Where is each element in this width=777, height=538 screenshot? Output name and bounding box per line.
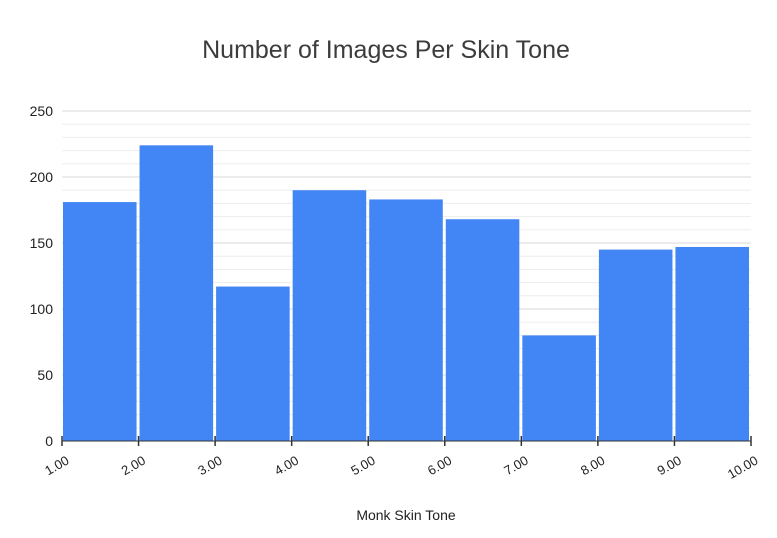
x-axis-label: Monk Skin Tone — [356, 507, 456, 523]
x-axis-ticks: 1.00 2.00 3.00 4.00 5.00 6.00 7.00 8.00 9.00 10.0… — [42, 436, 761, 482]
bar — [675, 246, 749, 441]
y-axis-ticks: 0 50 100 150 200 250 — [30, 103, 54, 449]
x-tick-label: 7.00 — [501, 453, 530, 479]
chart-title: Number of Images Per Skin Tone — [202, 36, 570, 64]
bar — [216, 286, 290, 441]
bar — [445, 219, 520, 441]
y-tick-label: 200 — [30, 169, 54, 185]
y-tick-label: 150 — [30, 235, 54, 251]
bar — [598, 249, 673, 441]
x-tick-label: 10.00 — [725, 453, 761, 482]
y-tick-label: 50 — [37, 367, 53, 383]
y-tick-label: 250 — [30, 103, 54, 119]
x-tick-label: 3.00 — [195, 453, 224, 479]
x-tick-label: 1.00 — [42, 453, 71, 479]
x-tick-label: 6.00 — [425, 453, 454, 479]
bar — [63, 202, 137, 441]
y-tick-label: 100 — [30, 301, 54, 317]
x-tick-label: 4.00 — [272, 453, 301, 479]
bar — [292, 190, 367, 441]
bar — [369, 199, 443, 441]
x-tick-label: 9.00 — [655, 453, 684, 479]
x-tick-label: 8.00 — [578, 453, 607, 479]
bar — [522, 335, 596, 441]
bars — [63, 145, 749, 441]
x-tick-label: 5.00 — [348, 453, 377, 479]
bar — [139, 145, 214, 441]
x-tick-label: 2.00 — [119, 453, 148, 479]
y-tick-label: 0 — [45, 433, 53, 449]
